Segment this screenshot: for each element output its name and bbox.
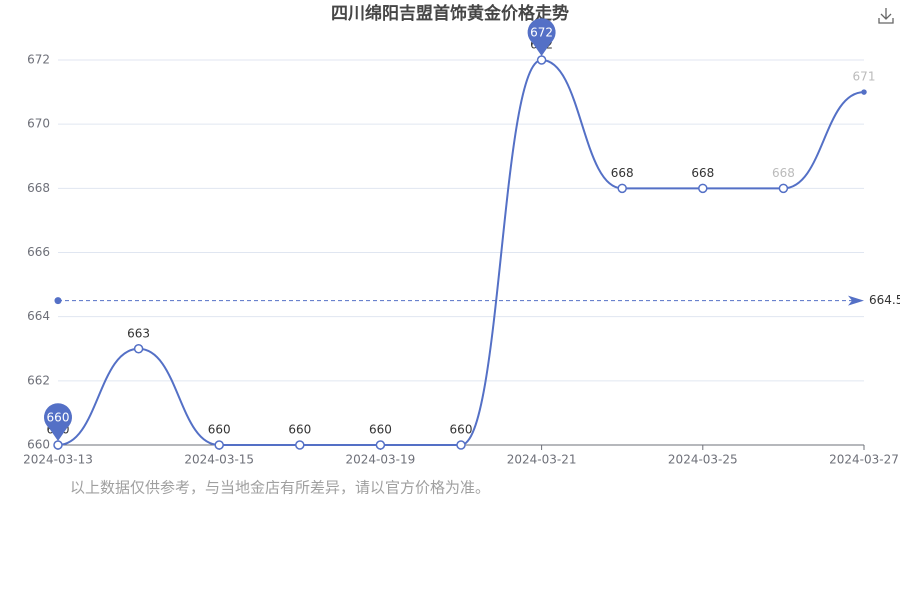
point: [456, 440, 466, 450]
pin: [527, 18, 556, 56]
download-glyph[interactable]: [878, 8, 894, 24]
point: [861, 89, 867, 95]
x-tick-label: 2024-03-13: [23, 453, 93, 467]
line: [57, 58, 865, 447]
y-tick-label: 668: [27, 181, 50, 195]
footnote: 以上数据仅供参考，与当地金店有所差异，请以官方价格为准。: [70, 479, 490, 497]
point: [536, 55, 547, 65]
mean-label: 664.5: [869, 293, 900, 307]
mean-arrow: [848, 295, 864, 306]
x-tick-label: 2024-03-27: [829, 453, 899, 467]
y-tick-label: 670: [27, 117, 50, 131]
x-tick-label: 2024-03-25: [668, 453, 738, 467]
y-tick-label: 660: [27, 438, 50, 452]
data-label: 671: [853, 70, 876, 84]
point: [698, 183, 708, 194]
y-tick-label: 664: [27, 309, 50, 323]
data-label: 663: [127, 326, 150, 340]
chart-title: 四川绵阳吉盟首饰黄金价格走势: [331, 3, 569, 24]
pin-label: 672: [530, 26, 553, 40]
y-tick-label: 662: [27, 373, 50, 387]
mean-start: [54, 297, 62, 305]
point: [778, 183, 789, 194]
data-label: 668: [611, 166, 634, 180]
data-label: 660: [369, 423, 392, 437]
download-icon[interactable]: [878, 8, 894, 24]
pin: [44, 403, 73, 441]
point: [617, 183, 627, 194]
data-label: 668: [772, 166, 795, 180]
x-tick-label: 2024-03-19: [346, 453, 416, 467]
data-label: 660: [450, 423, 473, 437]
y-tick-label: 666: [27, 245, 50, 259]
point: [214, 440, 224, 450]
y-tick-label: 672: [27, 53, 50, 67]
point: [133, 344, 144, 354]
point: [53, 440, 63, 450]
pin-label: 660: [47, 411, 70, 425]
data-label: 660: [208, 423, 231, 437]
x-tick-label: 2024-03-21: [507, 453, 577, 467]
point: [375, 440, 386, 450]
data-label: 668: [691, 166, 714, 180]
x-tick-label: 2024-03-15: [184, 453, 254, 467]
point: [295, 440, 305, 450]
data-label: 660: [288, 423, 311, 437]
